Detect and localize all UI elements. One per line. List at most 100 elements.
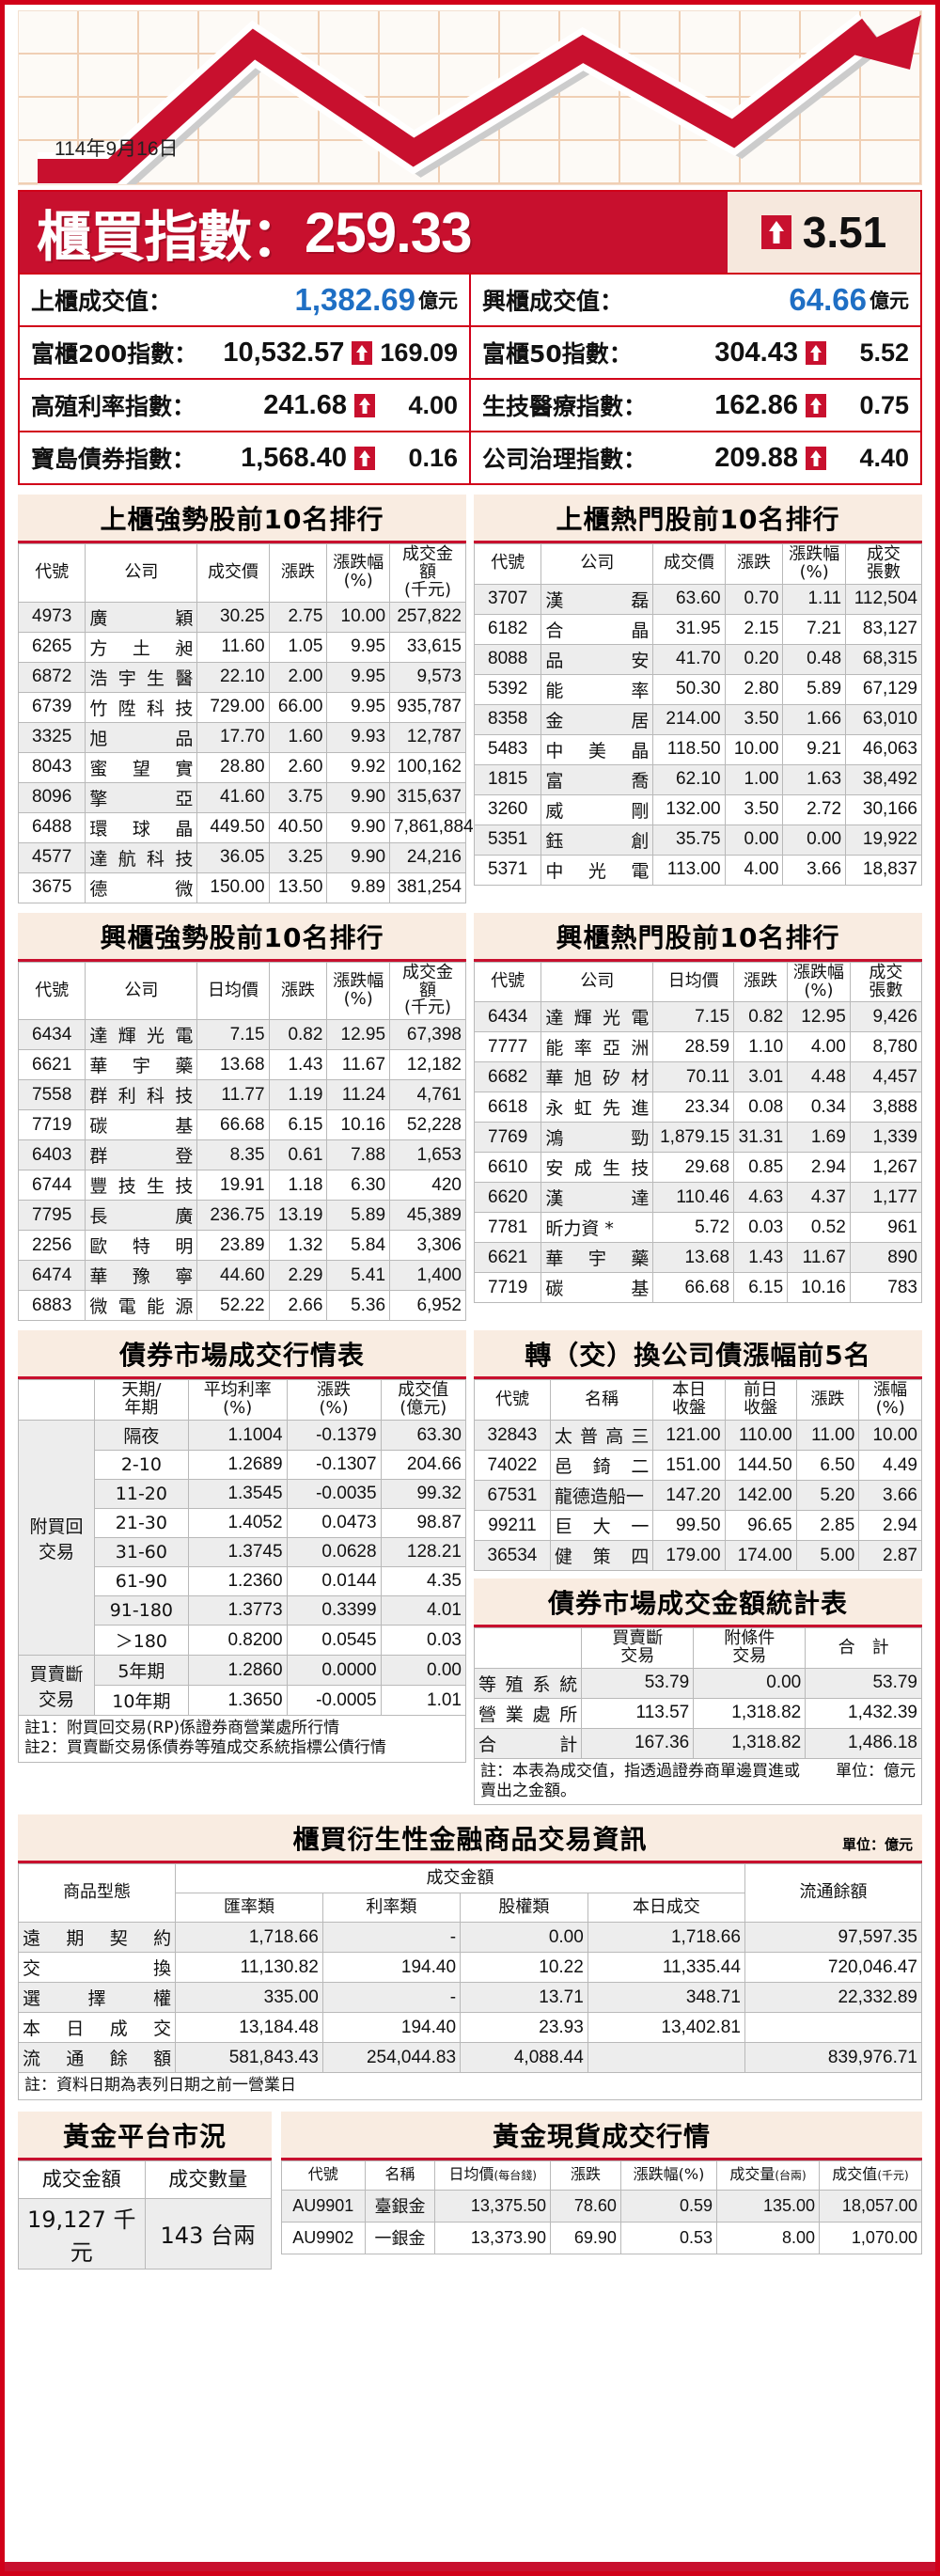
stat-otc-turnover: 上櫃成交值： 1,382.69 億元 xyxy=(18,273,471,327)
column-header: 代號 xyxy=(474,1379,551,1422)
cell-code: 8096 xyxy=(17,781,86,813)
cell-value: 0.82 xyxy=(733,1001,789,1033)
table-body: 32843 太普高三 121.00 110.00 11.00 10.00 74022 邑錡二 1… xyxy=(474,1420,922,1572)
cell-value: 0.82 xyxy=(268,1019,328,1051)
up-arrow-icon xyxy=(806,446,826,470)
stat-change: 4.40 xyxy=(859,443,909,472)
cell-value: 0.59 xyxy=(619,2189,718,2223)
column-header: 本日 收盤 xyxy=(652,1379,726,1422)
cell-value: 204.66 xyxy=(380,1450,467,1481)
table-row: 6434 達輝光電 7.15 0.82 12.95 67,398 xyxy=(17,1019,466,1051)
cell-value: 1.05 xyxy=(268,631,328,663)
table-row: 8043 蜜望實 28.80 2.60 9.92 100,162 xyxy=(17,751,466,783)
cell-value: 257,822 xyxy=(389,601,466,633)
cell-value: 839,976.71 xyxy=(744,2042,923,2074)
cell-value: 18,837 xyxy=(845,854,922,886)
table-row: 7795 長廣 236.75 13.19 5.89 45,389 xyxy=(17,1200,466,1232)
up-arrow-icon xyxy=(760,215,791,249)
table-row: 買賣斷 交易 5年期 1.2860 0.0000 0.00 xyxy=(18,1655,467,1717)
cell-value: 1,177 xyxy=(849,1182,923,1214)
cell-value: 4.37 xyxy=(787,1182,851,1214)
cell-code: 3325 xyxy=(17,721,86,753)
cell-code: 99211 xyxy=(474,1510,551,1542)
table-otc-strong: 代號 公司 成交價 漲跌 漲跌幅 (%) 成交金額 (千元) 4973 廣穎 30.25 2.75 1… xyxy=(17,543,474,903)
table-row: 4577 達航科技 36.05 3.25 9.90 24,216 xyxy=(17,841,466,873)
bond-amount-note: 單位：億元 註：本表為成交值，指透過證券商單邊買進或 賣出之金額。 xyxy=(474,1758,922,1806)
cell-value: 53.79 xyxy=(805,1667,922,1699)
cell-value: 0.0000 xyxy=(286,1655,382,1687)
table-row: 6265 方土昶 11.60 1.05 9.95 33,615 xyxy=(17,631,466,663)
cell-value: 335.00 xyxy=(175,1982,323,2014)
cell-value: 11.67 xyxy=(787,1242,851,1274)
cell-value: 2.66 xyxy=(268,1290,328,1322)
main-index-change-value: 3.51 xyxy=(802,208,887,257)
cell-value: 3.50 xyxy=(724,793,784,825)
cell-code: 5392 xyxy=(473,673,542,705)
cell-value: 12.95 xyxy=(326,1019,391,1051)
table-row: 3707 漢磊 63.60 0.70 1.11 112,504 xyxy=(473,583,922,615)
stats-row: 寶島債券指數： 1,568.40 0.16 公司治理指數： 209.88 4.4… xyxy=(18,431,922,485)
table-subheader-row: 匯率類 利率類 股權類 本日成交 xyxy=(19,1893,922,1924)
column-header: 代號 xyxy=(473,543,542,585)
cell-value: 4,457 xyxy=(849,1061,923,1093)
cell-value: 6.15 xyxy=(733,1272,789,1304)
cell-value: 2.75 xyxy=(268,601,328,633)
stat-high-yield-index: 高殖利率指數： 241.68 4.00 xyxy=(18,378,471,432)
column-header xyxy=(473,1627,583,1669)
table-row: 6621 華宇藥 13.68 1.43 11.67 890 xyxy=(473,1242,923,1274)
stat-value: 304.43 xyxy=(714,337,798,368)
cell-company: 浩宇生醫 xyxy=(85,661,198,693)
cell-value: 1,486.18 xyxy=(805,1727,922,1759)
cell-value: 1.63 xyxy=(782,763,847,795)
cell-value: 11.60 xyxy=(196,631,270,663)
cell-value: 4,761 xyxy=(389,1079,466,1111)
cell-code: 6883 xyxy=(17,1290,86,1322)
column-header xyxy=(18,1379,95,1422)
table-otc-hot: 代號 公司 成交價 漲跌 漲跌幅 (%) 成交 張數 3707 漢磊 63.60 0.70 1.11 1… xyxy=(473,543,922,886)
column-header: 漲跌幅(%) xyxy=(782,543,847,585)
stats-row: 上櫃成交值： 1,382.69 億元 興櫃成交值： 64.66 億元 xyxy=(18,273,922,327)
panel-title-bar: 櫃買衍生性金融商品交易資訊 單位：億元 xyxy=(18,1814,922,1864)
table-row: 選擇權 335.00-13.71 348.71 22,332.89 xyxy=(17,1982,923,2014)
column-header: 成交價 xyxy=(196,543,270,603)
th-outstanding: 流通餘額 xyxy=(744,1863,923,1924)
th-product: 商品型態 xyxy=(17,1863,177,1924)
panel-bond-market: 債券市場成交行情表 天期/年期 平均利率 (%) 漲跌 (%) 成交值 (億元) 附買回 交易… xyxy=(18,1330,467,1805)
cell-value: 7.15 xyxy=(196,1019,270,1051)
stat-unit: 億元 xyxy=(870,290,909,312)
cell-group-label: 買賣斷 交易 xyxy=(18,1655,95,1717)
cell-value: 13.71 xyxy=(460,1982,588,2014)
cell-value: 1.43 xyxy=(733,1242,789,1274)
cell-term: ＞180 xyxy=(93,1625,189,1657)
table-row: 5392 能率 50.30 2.80 5.89 67,129 xyxy=(473,673,922,705)
cell-value: 10.00 xyxy=(724,733,784,765)
cell-code: 8043 xyxy=(17,751,86,783)
cell-name: 一銀金 xyxy=(364,2221,436,2254)
table-row: 8088 品安 41.70 0.20 0.48 68,315 xyxy=(473,643,922,675)
cell-value: 53.79 xyxy=(581,1667,695,1699)
cell-value: 381,254 xyxy=(389,872,466,903)
cell-value: 31.31 xyxy=(733,1122,789,1154)
stat-unit: 億元 xyxy=(418,290,458,312)
column-header: 成交價 xyxy=(652,543,726,585)
cell-code: 5371 xyxy=(473,854,542,886)
cell-company: 富喬 xyxy=(540,763,654,795)
cell-code: 32843 xyxy=(474,1420,551,1452)
cell-value: 38,492 xyxy=(845,763,922,795)
cell-value: 144.50 xyxy=(724,1450,797,1482)
up-arrow-icon xyxy=(806,340,826,365)
cell-company: 合晶 xyxy=(540,613,654,645)
table-body: 6434 達輝光電 7.15 0.82 12.95 67,398 6621 華宇藥 13.68 1… xyxy=(17,1019,466,1322)
cell-code: 8358 xyxy=(473,703,542,735)
cell-code: 6182 xyxy=(473,613,542,645)
cell-value: 1.3650 xyxy=(187,1685,288,1717)
column-header: 日均價 xyxy=(652,961,735,1003)
table-row: 6434 達輝光電 7.15 0.82 12.95 9,426 xyxy=(473,1001,923,1033)
table-header-row: 代號 名稱 日均價(每台錢) 漲跌 漲跌幅(%) 成交量(台兩) 成交值(千元) xyxy=(281,2160,922,2191)
bond-row: 債券市場成交行情表 天期/年期 平均利率 (%) 漲跌 (%) 成交值 (億元) 附買回 交易… xyxy=(18,1330,922,1806)
cell-value: 11,130.82 xyxy=(175,1952,323,1984)
panel-title: 債券市場成交行情表 xyxy=(18,1330,466,1380)
column-header: 前日 收盤 xyxy=(724,1379,797,1422)
cell-value: 315,637 xyxy=(389,781,466,813)
cell-value: 12,787 xyxy=(389,721,466,753)
